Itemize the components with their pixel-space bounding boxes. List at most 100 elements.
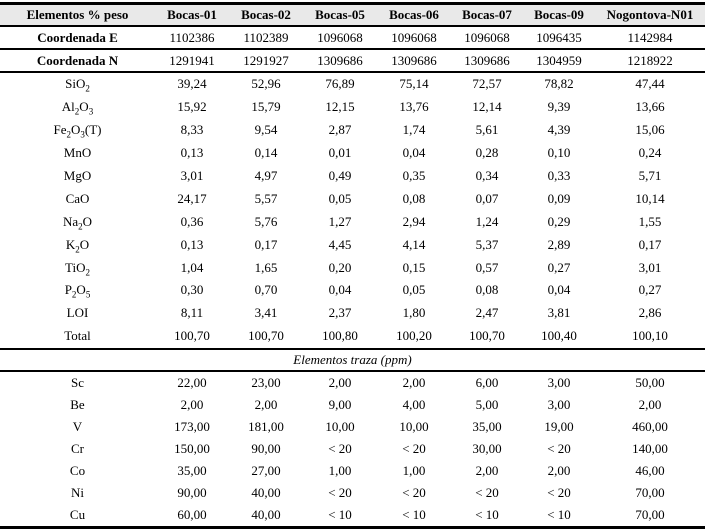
value-cell: 150,00 (174, 440, 210, 456)
value-cell: < 10 (328, 506, 352, 522)
value-cell: 0,05 (328, 190, 352, 206)
value-cell: 181,00 (248, 418, 284, 434)
value-cell: 3,00 (547, 396, 571, 412)
value-cell: 0,05 (402, 282, 426, 298)
sample-column-header: Bocas-02 (241, 7, 291, 22)
value-cell: 1,00 (402, 462, 426, 478)
value-cell: 0,10 (547, 145, 571, 161)
value-cell: < 20 (328, 484, 352, 500)
value-cell: 0,33 (547, 168, 571, 183)
value-cell: 35,00 (177, 462, 207, 478)
value-cell: 0,04 (402, 145, 426, 161)
coordinate-row: Coordenada E 1102386 1102389 1096068 1096068… (0, 26, 705, 49)
value-cell: 0,35 (402, 168, 426, 183)
value-cell: 0,17 (638, 236, 662, 252)
row-label: V (72, 418, 83, 434)
row-label: TiO2 (65, 259, 90, 278)
value-cell: 78,82 (544, 76, 574, 92)
value-cell: 8,33 (180, 122, 204, 138)
value-cell: 1096068 (464, 29, 510, 45)
value-cell: 2,00 (402, 374, 426, 390)
value-cell: 1291941 (169, 52, 215, 68)
value-cell: 1102389 (243, 29, 289, 45)
value-cell: 1,65 (254, 259, 278, 275)
major-element-row: LOI 8,11 3,41 2,37 1,80 2,47 3,81 2,86 (0, 302, 705, 325)
value-cell: 13,66 (635, 99, 665, 115)
value-cell: 10,00 (399, 418, 429, 434)
value-cell: < 10 (402, 506, 426, 522)
value-cell: 100,40 (541, 328, 577, 344)
row-label: Na2O (62, 213, 93, 232)
row-label: K2O (65, 236, 90, 255)
trace-element-row: Sc 22,00 23,00 2,00 2,00 6,00 3,00 50,00 (0, 371, 705, 394)
value-cell: 30,00 (472, 440, 502, 456)
trace-element-row: Cr 150,00 90,00 < 20 < 20 30,00 < 20 140,00 (0, 438, 705, 460)
row-label: LOI (66, 305, 89, 321)
row-label: Fe2O3(T) (53, 122, 102, 140)
row-label: SiO2 (65, 76, 90, 95)
value-cell: 24,17 (177, 190, 207, 206)
value-cell: 70,00 (635, 506, 665, 522)
trace-section-title: Elementos traza (ppm) (293, 351, 412, 367)
value-cell: 0,01 (328, 145, 352, 161)
value-cell: 40,00 (251, 484, 281, 500)
value-cell: 100,70 (469, 328, 505, 344)
value-cell: 2,00 (254, 396, 278, 412)
value-cell: 0,14 (254, 145, 278, 161)
trace-element-row: Be 2,00 2,00 9,00 4,00 5,00 3,00 2,00 (0, 394, 705, 416)
row-label: P2O5 (64, 282, 91, 301)
row-label: Total (64, 328, 91, 344)
value-cell: 5,61 (475, 122, 499, 138)
value-cell: 1096435 (536, 29, 582, 45)
value-cell: 46,00 (635, 462, 665, 478)
value-cell: 2,89 (547, 236, 571, 252)
value-cell: 15,92 (177, 99, 207, 115)
value-cell: 4,45 (328, 236, 352, 252)
major-elements-section: SiO2 39,24 52,96 76,89 75,14 72,57 78,82 47,44 A… (0, 72, 705, 349)
value-cell: 5,76 (254, 213, 278, 229)
value-cell: < 20 (475, 484, 499, 500)
value-cell: 1,27 (328, 213, 352, 229)
value-cell: 1304959 (536, 52, 582, 68)
value-cell: 8,11 (180, 305, 204, 321)
value-cell: 1291927 (243, 52, 289, 68)
major-element-row: CaO 24,17 5,57 0,05 0,08 0,07 0,09 10,14 (0, 187, 705, 210)
value-cell: 1,80 (402, 305, 426, 321)
value-cell: 39,24 (177, 76, 207, 92)
value-cell: 0,57 (475, 259, 499, 275)
value-cell: 6,00 (475, 374, 499, 390)
value-cell: 4,97 (254, 168, 278, 183)
value-cell: 2,00 (475, 462, 499, 478)
value-cell: 35,00 (472, 418, 502, 434)
value-cell: 22,00 (177, 374, 207, 390)
value-cell: 15,79 (251, 99, 281, 115)
value-cell: 1142984 (627, 29, 673, 45)
value-cell: 2,94 (402, 213, 426, 229)
value-cell: 100,70 (174, 328, 210, 344)
value-cell: 13,76 (399, 99, 429, 115)
value-cell: 9,00 (328, 396, 352, 412)
value-cell: < 20 (402, 484, 426, 500)
major-element-row: Fe2O3(T) 8,33 9,54 2,87 1,74 5,61 4,39 15,06 (0, 119, 705, 142)
value-cell: < 10 (475, 506, 499, 522)
header-row: Elementos % peso Bocas-01 Bocas-02 Bocas-0… (0, 3, 705, 26)
value-cell: 0,04 (328, 282, 352, 298)
value-cell: 1309686 (391, 52, 437, 68)
value-cell: 0,15 (402, 259, 426, 275)
value-cell: 40,00 (251, 506, 281, 522)
value-cell: 1,00 (328, 462, 352, 478)
value-cell: 100,20 (396, 328, 432, 344)
trace-element-row: Ni 90,00 40,00 < 20 < 20 < 20 < 20 70,00 (0, 482, 705, 504)
value-cell: 1,24 (475, 213, 499, 229)
value-cell: 0,24 (638, 145, 662, 161)
value-cell: 47,44 (635, 76, 665, 92)
value-cell: 1,74 (402, 122, 426, 138)
value-cell: 12,15 (325, 99, 355, 115)
value-cell: 15,06 (635, 122, 665, 138)
value-cell: 0,36 (180, 213, 204, 229)
value-cell: 2,37 (328, 305, 352, 321)
sample-column-header: Bocas-07 (462, 7, 512, 22)
value-cell: 0,13 (180, 236, 204, 252)
value-cell: 1309686 (317, 52, 363, 68)
